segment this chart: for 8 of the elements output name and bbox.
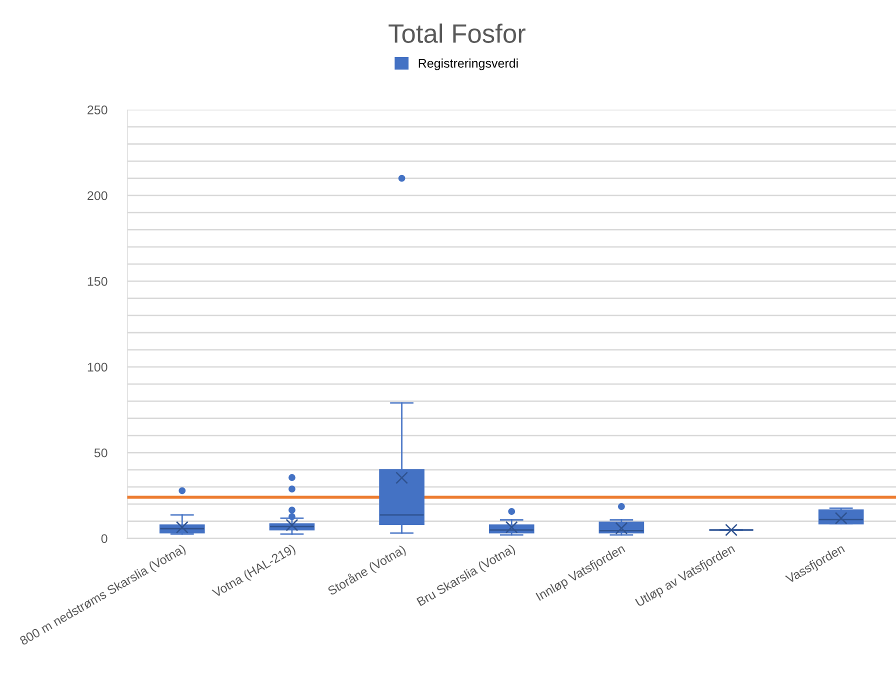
y-tick-label: 50 — [94, 448, 108, 458]
y-tick-label: 100 — [88, 362, 108, 372]
y-tick-label: 150 — [88, 276, 108, 286]
y-tick-label: 200 — [88, 191, 108, 200]
y-tick-label: 0 — [101, 534, 108, 544]
chart-title: Total Fosfor — [388, 24, 526, 43]
legend-label: Registreringsverdi — [418, 58, 518, 70]
y-tick-label: 250 — [88, 106, 108, 114]
